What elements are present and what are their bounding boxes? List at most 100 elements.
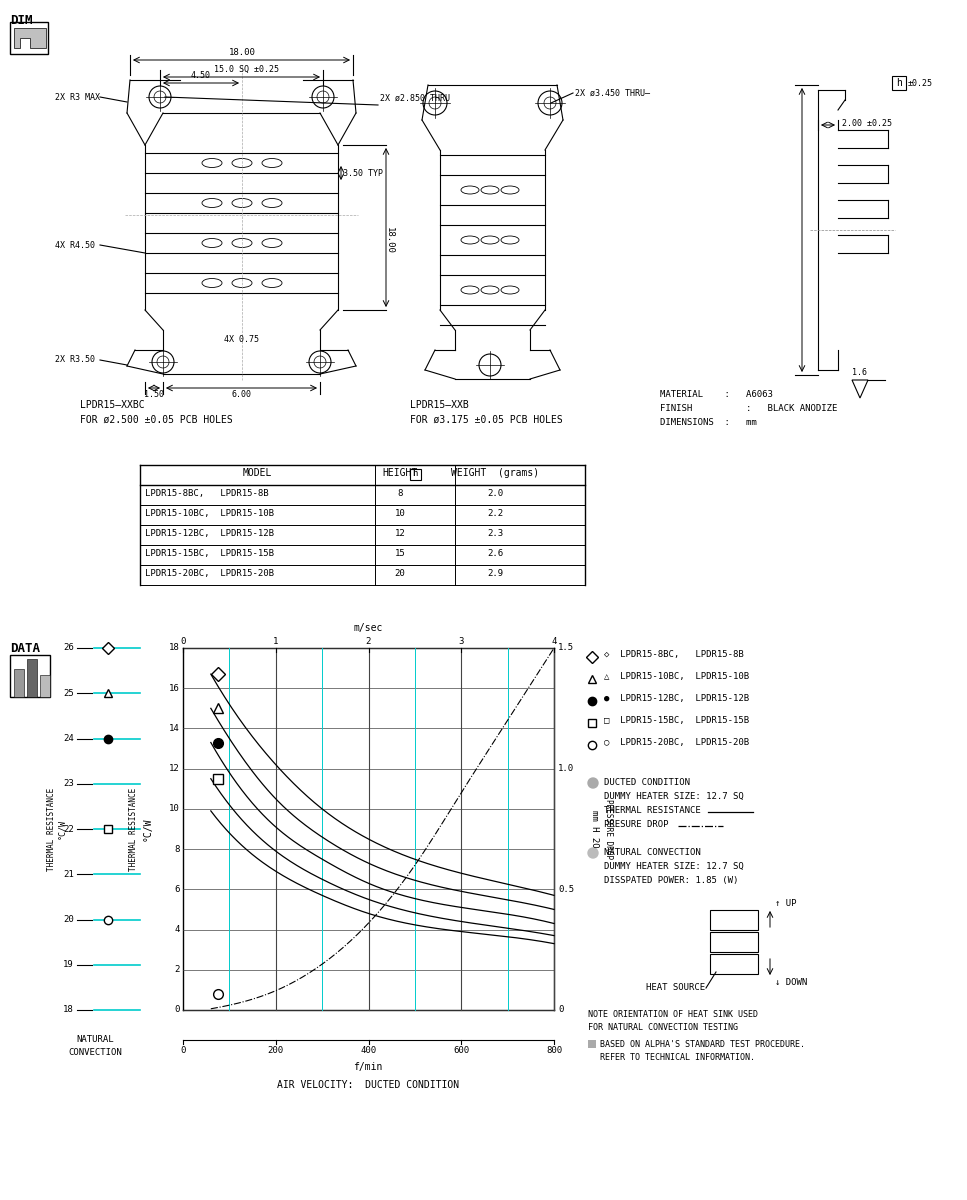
Text: 8: 8 [175,845,180,853]
Text: 18: 18 [63,1006,74,1014]
Text: 2.00 ±0.25: 2.00 ±0.25 [842,119,892,127]
Text: 0: 0 [558,1006,564,1014]
Text: 2.3: 2.3 [487,529,503,538]
Bar [410,469,421,480]
Text: 2: 2 [175,965,180,974]
Text: 14: 14 [169,724,180,733]
Text: 18.00: 18.00 [385,227,394,254]
Text: WEIGHT  (grams): WEIGHT (grams) [451,468,539,478]
Bar [10,655,50,697]
Bar [10,22,48,54]
Text: 200: 200 [268,1046,283,1055]
Text: 12: 12 [169,764,180,773]
Text: 4: 4 [551,637,557,646]
Text: 0: 0 [175,1006,180,1014]
Text: 4X R4.50: 4X R4.50 [55,240,95,250]
Text: MODEL: MODEL [243,468,272,478]
Bar [14,670,24,697]
Text: ◇  LPDR15-8BC,   LPDR15-8B: ◇ LPDR15-8BC, LPDR15-8B [604,650,744,659]
Text: 1.5: 1.5 [558,643,574,653]
Text: 2X ø2.850 THRU: 2X ø2.850 THRU [380,94,450,103]
Text: DIM: DIM [10,14,33,26]
Text: 2X R3.50: 2X R3.50 [55,355,95,365]
Text: 23: 23 [63,779,74,788]
Text: 12: 12 [395,529,405,538]
Text: 2X R3 MAX: 2X R3 MAX [55,92,100,102]
Text: FOR ø2.500 ±0.05 PCB HOLES: FOR ø2.500 ±0.05 PCB HOLES [80,415,233,425]
Text: THERMAL RESISTANCE: THERMAL RESISTANCE [129,787,137,871]
Text: LPDR15-12BC,  LPDR15-12B: LPDR15-12BC, LPDR15-12B [145,529,274,538]
Text: PRESURE DROP: PRESURE DROP [604,820,668,829]
Text: ○  LPDR15-20BC,  LPDR15-20B: ○ LPDR15-20BC, LPDR15-20B [604,738,749,746]
Text: ±0.25: ±0.25 [908,78,933,88]
Text: 400: 400 [361,1046,376,1055]
Text: DATA: DATA [10,642,40,655]
Text: LPDR15-15BC,  LPDR15-15B: LPDR15-15BC, LPDR15-15B [145,550,274,558]
Text: 2.6: 2.6 [487,550,503,558]
Text: 1.50: 1.50 [144,390,164,398]
Text: NATURAL CONVECTION: NATURAL CONVECTION [604,848,701,857]
Text: 6: 6 [175,884,180,894]
Text: FOR NATURAL CONVECTION TESTING: FOR NATURAL CONVECTION TESTING [588,1022,738,1032]
Text: 0.5: 0.5 [558,884,574,894]
Text: NOTE ORIENTATION OF HEAT SINK USED: NOTE ORIENTATION OF HEAT SINK USED [588,1010,758,1019]
Text: HEIGHT: HEIGHT [382,468,418,478]
Text: 1.6: 1.6 [852,368,867,377]
Text: 4X 0.75: 4X 0.75 [224,335,259,344]
Text: REFER TO TECHNICAL INFORMATION.: REFER TO TECHNICAL INFORMATION. [600,1054,755,1062]
Text: HEAT SOURCE: HEAT SOURCE [646,984,705,992]
Text: 4: 4 [175,925,180,934]
Bar [40,674,50,697]
Text: ↓ DOWN: ↓ DOWN [775,978,807,986]
Text: LPDR15-20BC,  LPDR15-20B: LPDR15-20BC, LPDR15-20B [145,569,274,578]
Text: 21: 21 [63,870,74,878]
Text: 600: 600 [454,1046,469,1055]
Text: LPDR15–XXBC: LPDR15–XXBC [80,400,145,410]
Text: 19: 19 [63,960,74,970]
Text: m/sec: m/sec [353,623,383,634]
Text: LPDR15-10BC,  LPDR15-10B: LPDR15-10BC, LPDR15-10B [145,509,274,518]
Text: 20: 20 [395,569,405,578]
Text: 0: 0 [180,1046,186,1055]
Text: MATERIAL    :   A6063: MATERIAL : A6063 [660,390,773,398]
Text: 2.2: 2.2 [487,509,503,518]
Text: 15: 15 [395,550,405,558]
Text: 1.0: 1.0 [558,764,574,773]
Text: LPDR15-8BC,   LPDR15-8B: LPDR15-8BC, LPDR15-8B [145,490,269,498]
Text: 0: 0 [180,637,186,646]
Text: 10: 10 [169,804,180,814]
Text: 20: 20 [63,914,74,924]
Text: 2X ø3.450 THRU―: 2X ø3.450 THRU― [575,89,650,97]
Text: 15.0 SQ ±0.25: 15.0 SQ ±0.25 [215,65,279,74]
Bar [710,954,758,974]
Bar [710,932,758,952]
Text: 6.00: 6.00 [232,390,252,398]
Text: 3: 3 [458,637,464,646]
Text: 22: 22 [63,824,74,834]
Text: 4.50: 4.50 [191,71,211,80]
Text: 24: 24 [63,734,74,743]
Text: LPDR15–XXB: LPDR15–XXB [410,400,469,410]
Text: f/min: f/min [353,1062,383,1072]
Circle shape [588,778,598,788]
Text: 1: 1 [273,637,278,646]
Text: 10: 10 [395,509,405,518]
Text: 2.0: 2.0 [487,490,503,498]
Text: 18.00: 18.00 [228,48,255,56]
Text: DUMMY HEATER SIZE: 12.7 SQ: DUMMY HEATER SIZE: 12.7 SQ [604,862,744,871]
Text: □  LPDR15-15BC,  LPDR15-15B: □ LPDR15-15BC, LPDR15-15B [604,716,749,725]
Bar [892,76,906,90]
Text: 18: 18 [169,643,180,653]
Text: 16: 16 [169,684,180,692]
Text: FINISH          :   BLACK ANODIZE: FINISH : BLACK ANODIZE [660,404,837,413]
Text: DUMMY HEATER SIZE: 12.7 SQ: DUMMY HEATER SIZE: 12.7 SQ [604,792,744,802]
Circle shape [588,848,598,858]
Text: mm H 2O: mm H 2O [590,810,599,848]
Text: 3.50 TYP: 3.50 TYP [343,168,383,178]
Text: CONVECTION: CONVECTION [68,1048,122,1057]
Bar [27,659,37,697]
Text: DUCTED CONDITION: DUCTED CONDITION [604,778,690,787]
Bar [710,910,758,930]
Text: THERMAL RESISTANCE: THERMAL RESISTANCE [604,806,701,815]
Text: PRESSURE DROP: PRESSURE DROP [604,799,613,859]
